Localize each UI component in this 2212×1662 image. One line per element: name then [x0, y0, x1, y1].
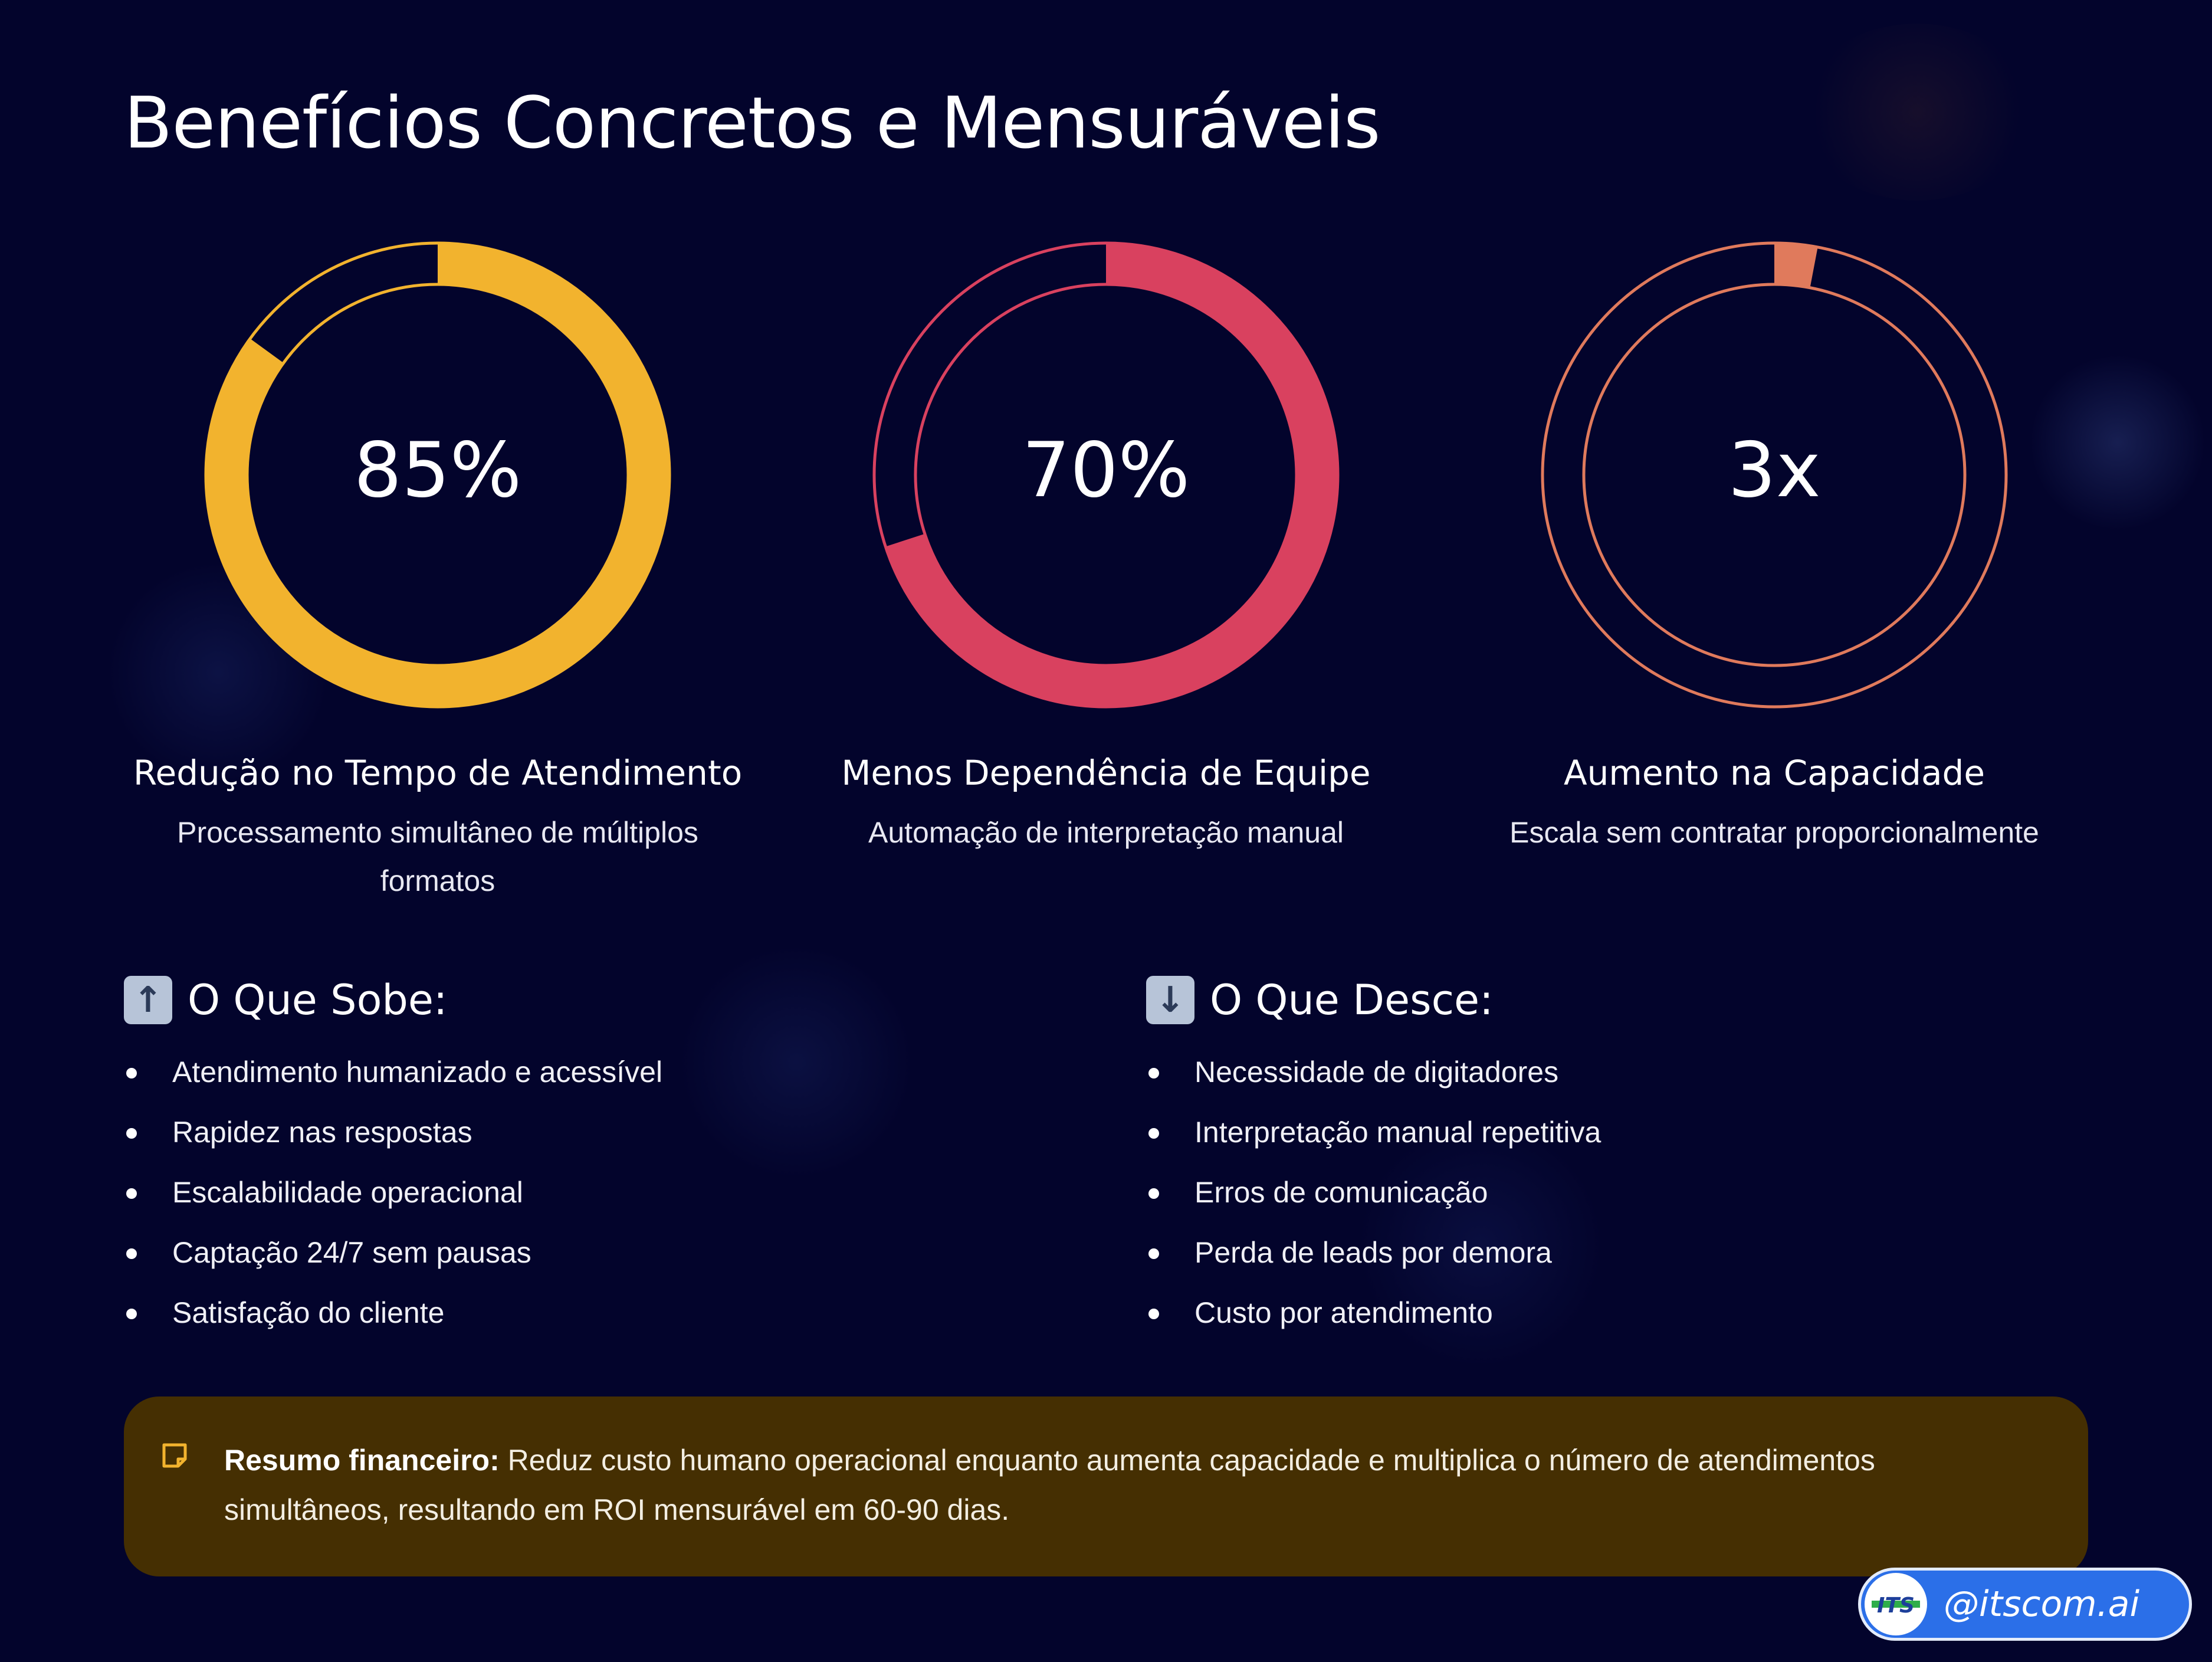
ring-svg — [1541, 241, 2008, 709]
ring-progress-arc — [1774, 242, 1818, 289]
list-item: Erros de comunicação — [1146, 1171, 2090, 1231]
up-section: ↑ O Que Sobe: Atendimento humanizado e a… — [124, 973, 1068, 1351]
metric-value: 3x — [1728, 427, 1821, 514]
page-title: Benefícios Concretos e Mensuráveis — [124, 83, 1380, 165]
list-item: Perda de leads por demora — [1146, 1231, 2090, 1291]
metric-card: 85% Redução no Tempo de Atendimento Proc… — [113, 239, 762, 905]
bg-glow — [1799, 24, 2035, 201]
down-section: ↓ O Que Desce: Necessidade de digitadore… — [1146, 973, 2090, 1351]
metric-description: Escala sem contratar proporcionalmente — [1509, 816, 2039, 849]
up-list: Atendimento humanizado e acessível Rapid… — [124, 1050, 1068, 1351]
summary-label: Resumo financeiro: — [224, 1444, 500, 1477]
list-item: Escalabilidade operacional — [124, 1171, 1068, 1231]
progress-ring: 85% — [202, 239, 674, 711]
ring-progress-arc — [885, 242, 1338, 707]
social-handle-badge[interactable]: ITS @itscom.ai — [1858, 1568, 2192, 1641]
progress-ring: 70% — [870, 239, 1342, 711]
brand-logo-text: ITS — [1877, 1594, 1915, 1618]
list-item: Atendimento humanizado e acessível — [124, 1050, 1068, 1110]
metric-card: 70% Menos Dependência de Equipe Automaçã… — [782, 239, 1430, 857]
metric-description: Processamento simultâneo de múltiplos fo… — [177, 816, 698, 897]
down-heading-text: O Que Desce: — [1210, 976, 1494, 1024]
list-item: Rapidez nas respostas — [124, 1110, 1068, 1171]
ring-svg — [204, 241, 671, 709]
brand-logo: ITS — [1865, 1573, 1927, 1635]
down-list: Necessidade de digitadores Interpretação… — [1146, 1050, 2090, 1351]
summary-box: Resumo financeiro: Reduz custo humano op… — [124, 1397, 2088, 1576]
summary-text: Reduz custo humano operacional enquanto … — [224, 1444, 1875, 1526]
list-item: Captação 24/7 sem pausas — [124, 1231, 1068, 1291]
social-handle: @itscom.ai — [1944, 1584, 2140, 1625]
list-item: Satisfação do cliente — [124, 1291, 1068, 1351]
metric-description: Automação de interpretação manual — [868, 816, 1344, 849]
metric-label: Menos Dependência de Equipe — [841, 753, 1371, 793]
ring-svg — [872, 241, 1340, 709]
list-item: Interpretação manual repetitiva — [1146, 1110, 2090, 1171]
up-heading-text: O Que Sobe: — [188, 976, 448, 1024]
progress-ring: 3x — [1538, 239, 2010, 711]
metric-value: 70% — [1022, 427, 1190, 514]
brand-logo-mark: ITS — [1872, 1594, 1920, 1618]
ring-progress-arc — [205, 242, 670, 707]
ring-track-inner — [1582, 283, 1967, 667]
arrow-down-icon: ↓ — [1146, 976, 1194, 1024]
list-item: Necessidade de digitadores — [1146, 1050, 2090, 1110]
note-icon — [162, 1443, 187, 1468]
up-heading: ↑ O Que Sobe: — [124, 973, 1068, 1027]
metric-label: Redução no Tempo de Atendimento — [133, 753, 743, 793]
metric-value: 85% — [353, 427, 522, 514]
arrow-up-icon: ↑ — [124, 976, 172, 1024]
list-item: Custo por atendimento — [1146, 1291, 2090, 1351]
metric-card: 3x Aumento na Capacidade Escala sem cont… — [1450, 239, 2099, 857]
down-heading: ↓ O Que Desce: — [1146, 973, 2090, 1027]
metric-label: Aumento na Capacidade — [1563, 753, 1985, 793]
